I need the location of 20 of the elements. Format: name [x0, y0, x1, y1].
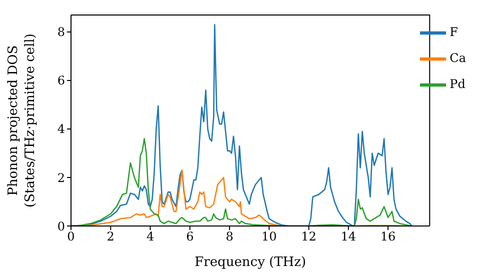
x-tick-label: 6 [186, 230, 194, 244]
x-tick-label: 12 [301, 230, 316, 244]
x-tick-label: 16 [380, 230, 396, 244]
y-tick-label: 0 [57, 219, 65, 234]
x-tick-label: 8 [226, 230, 234, 244]
x-tick-label: 0 [67, 230, 75, 244]
line-series [71, 138, 412, 226]
y-tick-label: 2 [57, 170, 65, 185]
y-tick-label: 6 [57, 74, 65, 88]
x-tick-label: 14 [340, 230, 356, 244]
y-tick-label: 8 [57, 25, 65, 40]
legend-label: Pd [450, 77, 466, 92]
x-tick-label: 10 [262, 230, 277, 244]
y-tick-label: 4 [57, 122, 66, 136]
legend-label: F [450, 25, 458, 40]
legend-label: Ca [450, 51, 466, 66]
x-tick-label: 2 [106, 230, 114, 244]
x-axis-title: Frequency (THz) [194, 255, 306, 270]
y-axis-title: Phonon projected DOS (States/THz·primitive cell) [6, 33, 38, 208]
x-tick-label: 4 [146, 230, 154, 244]
